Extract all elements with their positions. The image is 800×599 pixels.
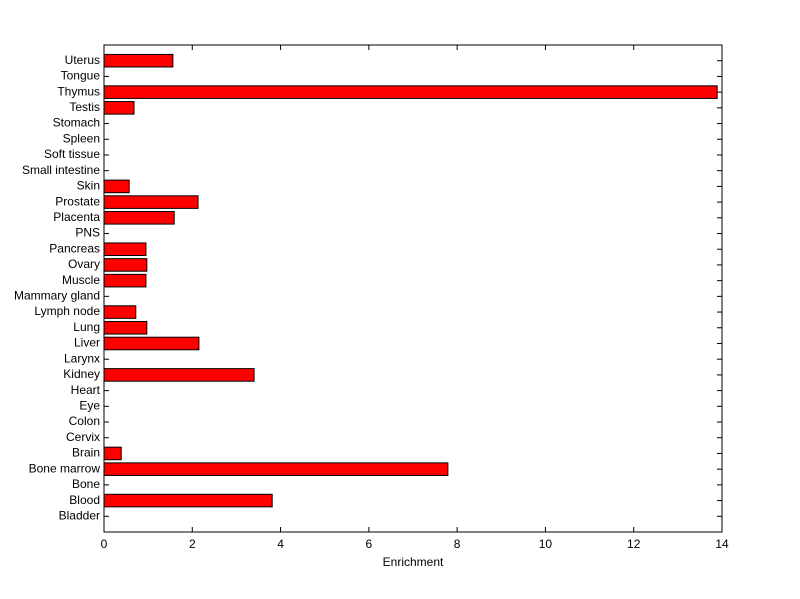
y-tick-label: Lymph node bbox=[34, 304, 100, 318]
bar bbox=[103, 446, 122, 461]
bar bbox=[103, 242, 147, 257]
y-tick-label: Kidney bbox=[63, 367, 100, 381]
y-tick-label: Pancreas bbox=[49, 241, 100, 255]
x-tick-label: 6 bbox=[366, 537, 373, 551]
x-tick-label: 12 bbox=[627, 537, 641, 551]
bar bbox=[103, 273, 147, 288]
x-axis-label: Enrichment bbox=[383, 555, 444, 569]
y-tick-label: Liver bbox=[74, 336, 100, 350]
y-tick-label: Brain bbox=[72, 446, 100, 460]
bar bbox=[103, 258, 148, 272]
bar bbox=[103, 493, 273, 508]
y-tick-label: Muscle bbox=[62, 273, 100, 287]
bar bbox=[103, 101, 135, 115]
y-tick-label: Bone bbox=[72, 477, 100, 491]
y-tick-label: Prostate bbox=[55, 194, 100, 208]
plot-frame bbox=[103, 44, 723, 533]
bar bbox=[103, 85, 718, 99]
y-tick-label: Colon bbox=[69, 414, 100, 428]
y-tick-label: Bladder bbox=[59, 508, 100, 522]
bar bbox=[103, 336, 200, 351]
y-tick-label: Small intestine bbox=[22, 163, 100, 177]
y-tick-label: Thymus bbox=[57, 84, 100, 98]
y-tick-label: Uterus bbox=[65, 53, 100, 67]
y-tick-label: Tongue bbox=[61, 69, 101, 83]
bar bbox=[103, 368, 255, 382]
y-tick-label: Soft tissue bbox=[44, 147, 100, 161]
y-tick-label: Ovary bbox=[68, 257, 100, 271]
bar bbox=[103, 53, 174, 68]
y-tick-label: Lung bbox=[73, 320, 100, 334]
x-tick-label: 14 bbox=[715, 537, 729, 551]
y-tick-label: Placenta bbox=[53, 210, 100, 224]
bar bbox=[103, 179, 130, 194]
y-tick-label: Cervix bbox=[66, 430, 100, 444]
y-tick-label: Spleen bbox=[63, 131, 100, 145]
bar bbox=[103, 305, 137, 319]
x-tick-label: 0 bbox=[101, 537, 108, 551]
bar bbox=[103, 320, 148, 335]
y-tick-label: Blood bbox=[69, 493, 100, 507]
y-tick-label: Eye bbox=[79, 398, 100, 412]
y-tick-label: Stomach bbox=[53, 116, 100, 130]
y-tick-label: Skin bbox=[77, 179, 100, 193]
bar bbox=[103, 462, 449, 476]
y-tick-label: Larynx bbox=[64, 351, 100, 365]
x-tick-label: 4 bbox=[277, 537, 284, 551]
y-tick-label: Mammary gland bbox=[14, 289, 100, 303]
bar bbox=[103, 211, 175, 225]
x-tick-label: 10 bbox=[539, 537, 553, 551]
y-tick-label: Heart bbox=[71, 383, 101, 397]
x-tick-label: 2 bbox=[189, 537, 196, 551]
y-tick-label: PNS bbox=[75, 226, 100, 240]
y-tick-label: Testis bbox=[69, 100, 100, 114]
y-tick-label: Bone marrow bbox=[29, 461, 101, 475]
x-tick-label: 8 bbox=[454, 537, 461, 551]
bar bbox=[103, 195, 199, 209]
